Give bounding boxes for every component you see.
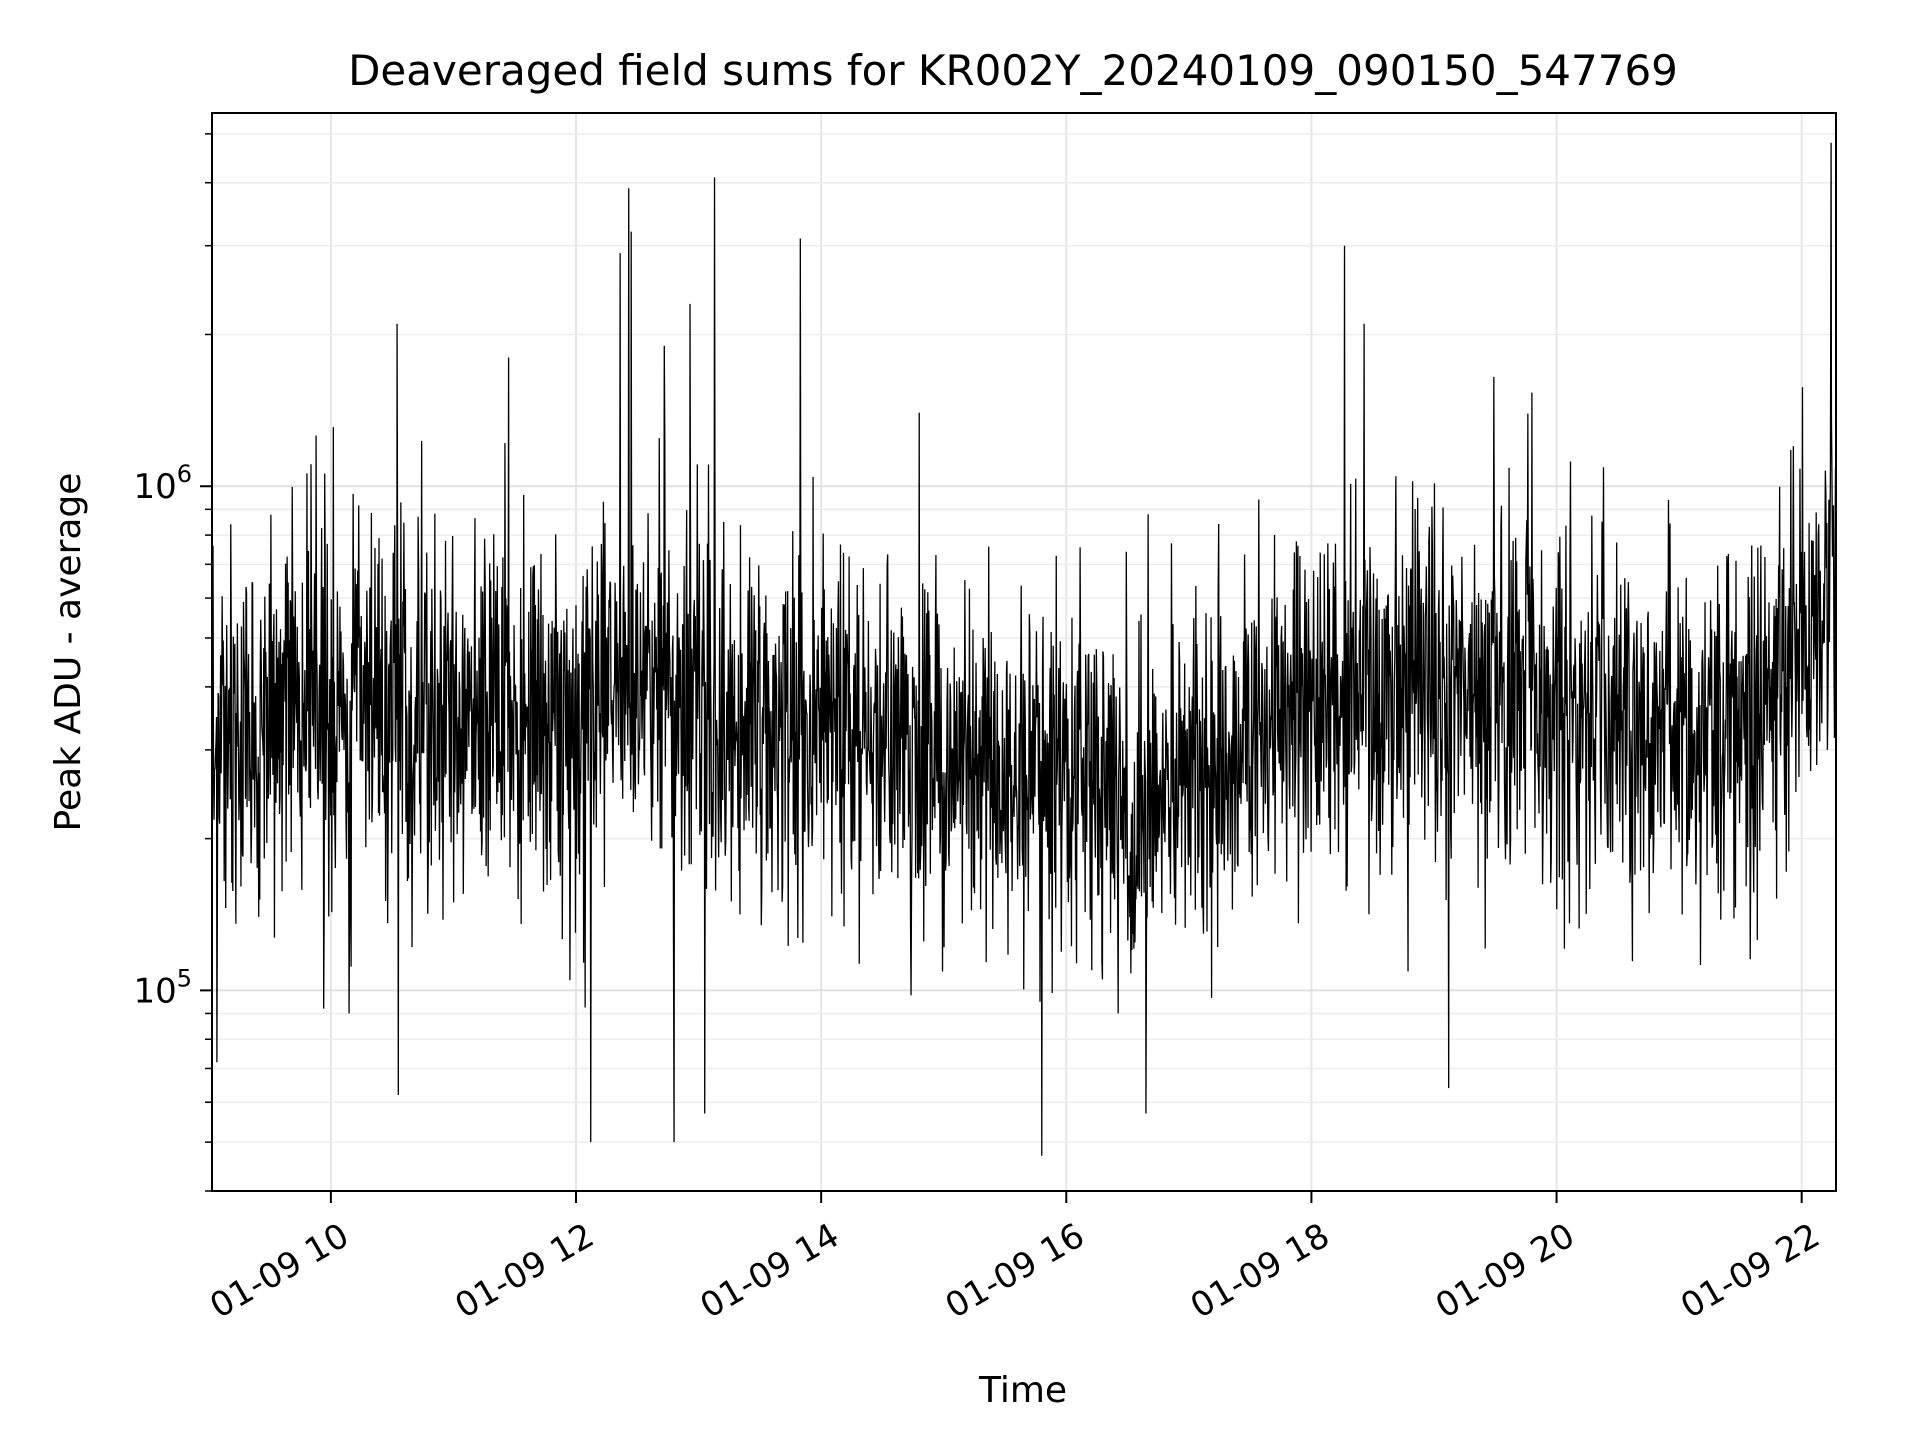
plot-frame (211, 112, 1837, 1192)
y-tick-label: 105 (133, 964, 192, 1011)
series-line (211, 142, 1837, 1156)
y-axis-label: Peak ADU - average (48, 473, 89, 832)
y-tick-label: 106 (133, 460, 192, 507)
plot-line (211, 142, 1837, 1156)
x-axis-label: Time (978, 1370, 1067, 1411)
chart-title: Deaveraged field sums for KR002Y_2024010… (348, 46, 1678, 95)
y-axis: 105 106 (133, 133, 212, 1192)
